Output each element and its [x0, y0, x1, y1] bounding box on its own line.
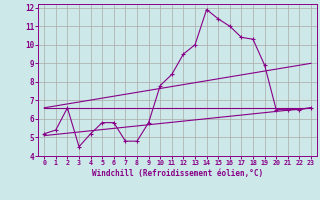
X-axis label: Windchill (Refroidissement éolien,°C): Windchill (Refroidissement éolien,°C) — [92, 169, 263, 178]
